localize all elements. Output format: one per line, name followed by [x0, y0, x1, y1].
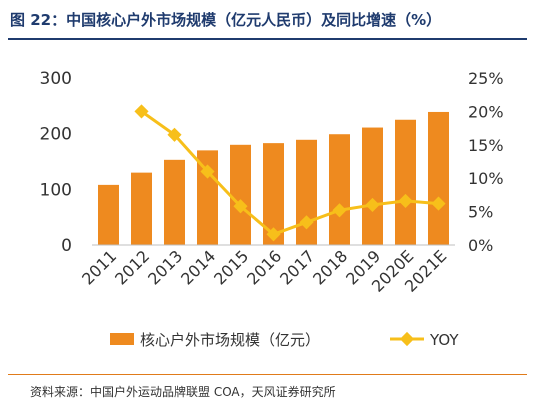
yoy-point [332, 203, 347, 218]
chart-svg: 0 100 200 300 0% 5% 10% 15% 20% 25% 201120122013… [40, 69, 504, 349]
yoy-point [299, 215, 314, 230]
left-tick-label: 200 [40, 125, 72, 145]
legend-line-label: YOY [429, 331, 459, 349]
x-tick-label: 2014 [177, 246, 219, 288]
right-tick-label: 0% [468, 236, 493, 255]
x-tick-label: 2016 [243, 246, 285, 288]
yoy-point [431, 196, 446, 211]
legend-line-marker [399, 331, 415, 347]
right-tick-label: 15% [468, 136, 504, 155]
source-rule [8, 374, 527, 375]
bar [164, 159, 185, 245]
x-axis-labels: 2011201220132014201520162017201820192020… [78, 246, 450, 295]
x-tick-label: 2018 [309, 246, 351, 288]
x-tick-label: 2017 [276, 246, 318, 288]
left-tick-label: 300 [40, 69, 72, 89]
x-tick-label: 2011 [78, 246, 120, 288]
right-tick-label: 10% [468, 169, 504, 188]
bar [263, 143, 284, 245]
legend: 核心户外市场规模（亿元） YOY [110, 331, 459, 349]
bar [131, 172, 152, 245]
x-tick-label: 2013 [144, 246, 186, 288]
yoy-point [365, 197, 380, 212]
yoy-point [266, 227, 281, 242]
x-tick-label: 2015 [210, 246, 252, 288]
left-tick-label: 0 [61, 236, 72, 256]
bar [395, 119, 416, 245]
right-tick-label: 5% [468, 203, 493, 222]
right-tick-label: 25% [468, 69, 504, 88]
yoy-point [200, 164, 215, 179]
right-axis: 0% 5% 10% 15% 20% 25% [468, 69, 504, 255]
yoy-point [167, 127, 182, 142]
bar [296, 139, 317, 245]
figure-title: 图 22：中国核心户外市场规模（亿元人民币）及同比增速（%） [10, 11, 442, 29]
left-tick-label: 100 [40, 180, 72, 200]
legend-bar-swatch [110, 333, 134, 345]
bar [98, 184, 119, 245]
yoy-line [140, 110, 439, 236]
legend-bar-label: 核心户外市场规模（亿元） [140, 331, 320, 349]
bar [362, 127, 383, 245]
bar [329, 134, 350, 245]
title-rule [8, 38, 527, 40]
yoy-point [233, 199, 248, 214]
bar [197, 150, 218, 245]
bar [230, 144, 251, 245]
bar-series [98, 111, 449, 245]
bar [428, 111, 449, 245]
source-note: 资料来源：中国户外运动品牌联盟 COA，天风证券研究所 [30, 385, 336, 399]
x-tick-label: 2012 [111, 246, 153, 288]
yoy-point [398, 193, 413, 208]
right-tick-label: 20% [468, 102, 504, 121]
yoy-series [134, 104, 446, 242]
left-axis: 0 100 200 300 [40, 69, 72, 256]
